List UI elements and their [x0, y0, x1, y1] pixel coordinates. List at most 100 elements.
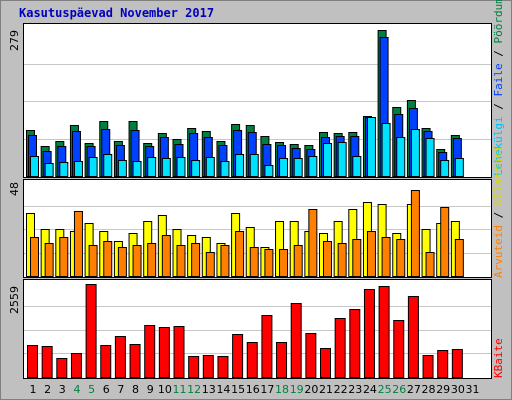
- bar-pages: [88, 157, 98, 177]
- x-tick-label: 26: [392, 383, 406, 396]
- legend-kbytes: KBaite: [492, 338, 505, 378]
- x-tick-label: 28: [422, 383, 436, 396]
- bar-sites: [381, 237, 391, 277]
- legend-files: Faile: [492, 63, 505, 96]
- bar-pages: [293, 158, 303, 177]
- bar-pages: [337, 142, 347, 177]
- bar-pages: [235, 154, 245, 177]
- bar-pages: [381, 123, 391, 177]
- x-tick-label: 24: [363, 383, 377, 396]
- bar-sites: [410, 190, 420, 277]
- bar-kbytes: [363, 289, 375, 378]
- bar-pages: [440, 160, 450, 177]
- bar-kbytes: [100, 345, 112, 378]
- bar-pages: [220, 161, 230, 177]
- bar-kbytes: [437, 350, 449, 378]
- bar-sites: [249, 247, 259, 277]
- bar-sites: [235, 231, 245, 277]
- x-tick-label: 6: [103, 383, 110, 396]
- bar-pages: [176, 157, 186, 177]
- bar-kbytes: [305, 333, 317, 378]
- x-tick-label: 30: [451, 383, 465, 396]
- legend-requests: Lehekülgi / Faile / Pöördumisi: [492, 0, 505, 176]
- bar-sites: [337, 243, 347, 277]
- x-tick-label: 16: [246, 383, 260, 396]
- bar-kbytes: [85, 284, 97, 378]
- bar-sites: [30, 237, 39, 277]
- bar-sites: [73, 211, 83, 277]
- bar-kbytes: [56, 358, 68, 378]
- bar-kbytes: [144, 325, 156, 378]
- bar-pages: [352, 156, 362, 177]
- bar-sites: [220, 245, 230, 277]
- bar-kbytes: [261, 315, 273, 378]
- bar-pages: [410, 129, 420, 177]
- x-tick-label: 8: [132, 383, 139, 396]
- legend-sites: Arvuteid: [492, 225, 505, 278]
- bar-sites: [425, 252, 435, 277]
- bar-pages: [30, 156, 39, 177]
- x-tick-label: 4: [73, 383, 80, 396]
- x-tick-label: 9: [147, 383, 154, 396]
- y-tick-visits: 48: [8, 182, 21, 196]
- bar-kbytes: [114, 336, 126, 378]
- bar-sites: [264, 249, 274, 277]
- x-tick-label: 27: [407, 383, 421, 396]
- bar-pages: [249, 154, 259, 177]
- chart-title: Kasutuspäevad November 2017: [19, 6, 214, 20]
- x-tick-label: 21: [319, 383, 333, 396]
- x-tick-label: 23: [348, 383, 362, 396]
- bar-pages: [44, 163, 54, 177]
- bar-kbytes: [70, 353, 82, 378]
- y-tick-requests: 279: [8, 30, 21, 51]
- bar-pages: [366, 117, 376, 177]
- bar-pages: [396, 137, 406, 177]
- bar-sites: [161, 235, 171, 277]
- bar-pages: [161, 158, 171, 177]
- bar-sites: [366, 231, 376, 277]
- bar-sites: [293, 245, 303, 277]
- bar-kbytes: [349, 309, 361, 378]
- legend-sep-2: /: [492, 97, 505, 117]
- bar-sites: [454, 239, 464, 277]
- bar-kbytes: [407, 296, 419, 378]
- bar-kbytes: [276, 342, 288, 378]
- bar-sites: [103, 241, 113, 277]
- bar-sites: [352, 239, 362, 277]
- bar-pages: [308, 156, 318, 177]
- x-tick-label: 22: [334, 383, 348, 396]
- x-tick-label: 7: [117, 383, 124, 396]
- x-tick-label: 12: [187, 383, 201, 396]
- bar-kbytes: [290, 303, 302, 378]
- bar-kbytes: [217, 356, 229, 378]
- x-tick-label: 20: [304, 383, 318, 396]
- bar-pages: [132, 161, 142, 177]
- bar-sites: [191, 243, 201, 277]
- bar-pages: [264, 165, 274, 177]
- x-axis-labels: 1 2 3 4 5 6 7 8 9 10 11 12 13 14 15 16 17 18 19 20 21 22 23 24 2…: [30, 383, 480, 396]
- bar-sites: [205, 252, 215, 277]
- bar-sites: [308, 209, 318, 277]
- bar-kbytes: [158, 327, 170, 378]
- x-tick-label: 14: [216, 383, 230, 396]
- bar-sites: [279, 249, 289, 277]
- bar-sites: [88, 245, 98, 277]
- bar-sites: [44, 243, 54, 277]
- bar-pages: [117, 160, 127, 177]
- bar-kbytes: [129, 344, 141, 378]
- bar-kbytes: [422, 355, 434, 378]
- x-tick-label: 5: [88, 383, 95, 396]
- bar-kbytes: [246, 342, 258, 378]
- bar-pages: [191, 160, 201, 177]
- bar-pages: [425, 138, 435, 177]
- bar-pages: [103, 154, 113, 177]
- bar-kbytes: [173, 326, 185, 378]
- x-tick-label: 1: [30, 383, 37, 396]
- bar-pages: [279, 158, 289, 177]
- x-tick-label: 29: [436, 383, 450, 396]
- legend-kbytes-wrap: KBaite: [492, 338, 505, 378]
- x-tick-label: 25: [378, 383, 392, 396]
- bar-pages: [205, 157, 215, 177]
